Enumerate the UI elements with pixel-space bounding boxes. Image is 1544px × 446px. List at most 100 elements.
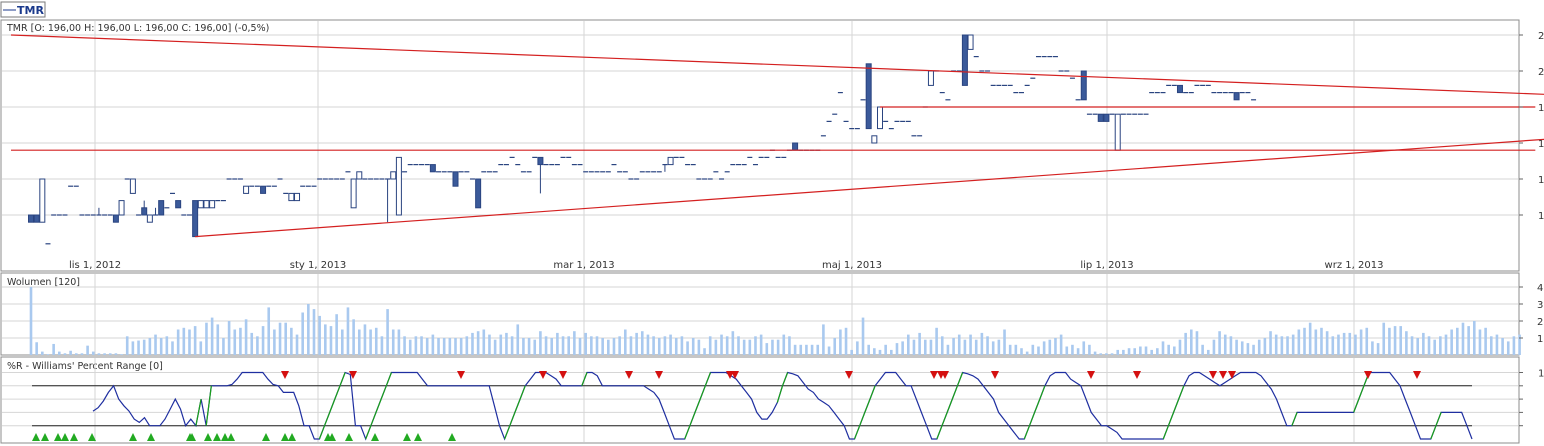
- volume-bar: [1212, 339, 1216, 355]
- sell-signal-icon: [1133, 371, 1141, 379]
- williams-rise-segment: [1430, 425, 1437, 440]
- volume-bar: [391, 329, 395, 355]
- volume-bar: [91, 351, 95, 355]
- volume-bar: [912, 339, 916, 355]
- candle-body: [1080, 70, 1087, 101]
- volume-bar: [1416, 338, 1419, 355]
- williams-rise-segment: [1023, 425, 1031, 440]
- sell-signal-icon: [1413, 371, 1421, 379]
- volume-bar: [63, 353, 67, 355]
- buy-signal-icon: [414, 433, 422, 441]
- sell-signal-icon: [281, 371, 289, 379]
- volume-bar: [754, 336, 757, 355]
- sell-signal-icon: [349, 371, 357, 379]
- volume-bar: [510, 336, 514, 355]
- volume-bar: [312, 309, 316, 355]
- candle-body: [28, 214, 34, 223]
- volume-bar: [199, 341, 203, 355]
- volume-bar: [1048, 339, 1052, 355]
- candle: [209, 200, 216, 209]
- candle-body: [1176, 84, 1183, 94]
- volume-bar: [176, 329, 180, 355]
- williams-rise-segment: [370, 412, 377, 426]
- volume-bar: [1088, 344, 1091, 355]
- volume-bar: [1393, 326, 1397, 355]
- williams-rise-segment: [699, 385, 706, 400]
- volume-bar: [465, 336, 469, 355]
- buy-signal-icon: [281, 433, 289, 441]
- candle: [192, 200, 199, 238]
- legend[interactable]: TMR: [0, 1, 46, 18]
- candle-body: [1233, 92, 1240, 101]
- volume-bar: [725, 336, 729, 355]
- volume-bar: [239, 327, 242, 355]
- sell-signal-icon: [625, 371, 633, 379]
- candle: [243, 185, 250, 194]
- candle: [294, 192, 301, 202]
- volume-bar: [810, 344, 814, 355]
- candle: [1103, 113, 1110, 122]
- sell-signal-icon: [655, 371, 663, 379]
- volume-bar: [397, 329, 401, 355]
- buy-signal-icon: [328, 433, 336, 441]
- volume-series: [29, 287, 1521, 355]
- sell-signal-icon: [559, 371, 567, 379]
- volume-bar: [731, 331, 735, 355]
- candle-body: [927, 70, 934, 86]
- buy-signal-icon: [147, 433, 155, 441]
- volume-bar: [629, 336, 633, 355]
- volume-bar: [516, 324, 520, 355]
- volume-bar: [1116, 349, 1120, 355]
- volume-bar: [1371, 341, 1374, 355]
- buy-signal-icon: [371, 433, 379, 441]
- volume-bar: [1495, 334, 1499, 355]
- volume-bar: [414, 336, 418, 355]
- volume-bar: [980, 332, 984, 355]
- volume-bar: [244, 319, 248, 355]
- williams-rise-segment: [694, 398, 701, 413]
- volume-bar: [454, 338, 457, 355]
- volume-bar: [527, 338, 531, 355]
- volume-bar: [1020, 348, 1023, 355]
- candle-body: [209, 200, 216, 209]
- volume-bar: [991, 341, 995, 355]
- volume-bar: [901, 341, 904, 355]
- volume-bar: [159, 338, 163, 355]
- volume-bar: [408, 339, 412, 355]
- candle-body: [1097, 113, 1104, 122]
- volume-bar: [805, 344, 808, 355]
- volume-bar: [284, 322, 287, 355]
- candle-body: [294, 192, 301, 202]
- volume-bar: [182, 327, 186, 355]
- candle-body: [118, 200, 125, 216]
- volume-bar: [963, 339, 967, 355]
- volume-bar: [561, 336, 565, 355]
- volume-bar: [652, 336, 655, 355]
- williams-rise-segment: [334, 385, 341, 400]
- volume-bar: [533, 339, 537, 355]
- volume-bar: [142, 339, 146, 355]
- candle-body: [288, 192, 295, 202]
- volume-bar: [1003, 329, 1006, 355]
- volume-bar: [448, 338, 452, 355]
- candle-body: [39, 178, 46, 223]
- williams-rise-segment: [1173, 398, 1180, 413]
- volume-bar: [640, 331, 644, 355]
- volume-bar: [1399, 326, 1403, 355]
- volume-bar: [148, 338, 152, 355]
- volume-bar: [301, 312, 304, 355]
- volume-bar: [256, 336, 259, 355]
- volume-bar: [1331, 336, 1335, 355]
- volume-bar: [974, 339, 978, 355]
- williams-rise-segment: [504, 425, 511, 440]
- volume-bar: [222, 338, 225, 355]
- volume-bar: [714, 339, 718, 355]
- volume-bar: [1201, 344, 1204, 355]
- volume-bar: [590, 336, 593, 355]
- williams-series: [32, 371, 1473, 441]
- volume-bar: [1405, 331, 1408, 355]
- buy-signal-icon: [213, 433, 221, 441]
- buy-signal-icon: [448, 433, 456, 441]
- volume-bar: [850, 349, 853, 355]
- volume-bar: [52, 343, 55, 355]
